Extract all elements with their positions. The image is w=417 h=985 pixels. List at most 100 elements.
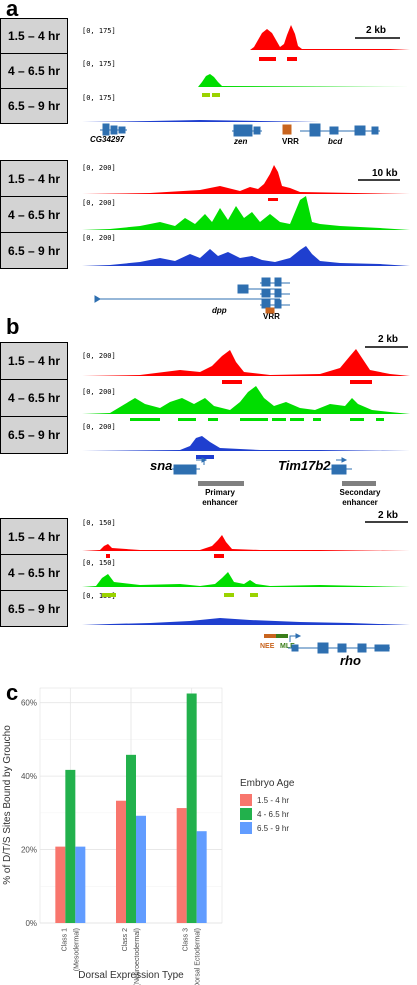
track-label-b1-mid: 4 – 6.5 hr [0, 379, 68, 417]
peak-a1-mid-2 [212, 93, 220, 97]
gene-label-sna: sna [150, 458, 173, 473]
range-b2-early: [0, 150] [82, 519, 116, 527]
gene-label-vrr-a1: VRR [282, 137, 299, 146]
x-tick-label: Class 2 [122, 928, 129, 951]
signal-track-a2-mid [82, 196, 410, 230]
signal-track-b2-late [82, 618, 410, 625]
signal-track-b2-mid [82, 572, 410, 587]
gene-label-bcd: bcd [328, 137, 343, 146]
peak-b2-mid-2 [224, 593, 234, 597]
bar-3-series-2 [186, 693, 197, 923]
x-tick-label: Class 1 [61, 928, 68, 951]
track-label-a2-mid: 4 – 6.5 hr [0, 196, 68, 233]
bar-1-series-1 [55, 846, 66, 923]
nee-element [264, 634, 276, 638]
primary-enhancer-bar [198, 481, 244, 486]
signal-track-b1-mid [82, 386, 410, 414]
peak-b1-late [196, 455, 214, 459]
scale-label-b1: 2 kb [378, 334, 399, 345]
range-b1-late: [0, 200] [82, 423, 116, 431]
peak-b2-early-1 [106, 554, 110, 558]
gene-label-vrr-a2: VRR [263, 312, 280, 321]
legend-label-3: 6.5 - 9 hr [257, 824, 289, 833]
track-label-a1-mid: 4 – 6.5 hr [0, 53, 68, 89]
range-b2-late: [0, 150] [82, 592, 116, 600]
legend-swatch-1 [240, 794, 252, 806]
gene-models-b2 [288, 633, 390, 654]
gene-label-tim17b2: Tim17b2 [278, 458, 331, 473]
peak-a1-early-2 [287, 57, 297, 61]
peak-a2-early [268, 198, 278, 201]
signal-track-a2-late [82, 246, 410, 266]
gene-label-cg34297: CG34297 [90, 135, 125, 144]
legend-title: Embryo Age [240, 778, 295, 789]
peak-b2-mid-1 [102, 593, 116, 597]
track-label-a1-early: 1.5 – 4 hr [0, 18, 68, 54]
track-label-b1-late: 6.5 – 9 hr [0, 416, 68, 454]
x-axis-title: Dorsal Expression Type [78, 970, 184, 981]
signal-track-b1-late [82, 436, 410, 451]
panel-a-letter: a [6, 0, 19, 21]
y-axis-title: % of D/T/S Sites Bound by Groucho [2, 725, 13, 885]
track-label-a1-late: 6.5 – 9 hr [0, 88, 68, 124]
track-label-a2-late: 6.5 – 9 hr [0, 232, 68, 269]
panel-c-letter: c [6, 680, 19, 705]
range-a2-mid: [0, 200] [82, 199, 116, 207]
legend-label-1: 1.5 - 4 hr [257, 796, 289, 805]
track-label-a2-early: 1.5 – 4 hr [0, 160, 68, 197]
genome-tracks-canvas [82, 25, 410, 654]
peak-a1-early-1 [259, 57, 276, 61]
bar-2-series-3 [136, 815, 146, 923]
secondary-enhancer-label-1: Secondary [339, 488, 381, 497]
signal-track-a1-mid [82, 74, 410, 87]
bar-3-series-3 [196, 831, 207, 923]
range-a1-mid: [0, 175] [82, 60, 116, 68]
primary-enhancer-label-1: Primary [205, 488, 235, 497]
gene-label-rho: rho [340, 653, 361, 668]
secondary-enhancer-label-2: enhancer [342, 498, 378, 507]
groucho-bar-chart: 0% 20% 40% 60% Class 1 (Mesodermal) Class 2 (N… [2, 687, 295, 985]
x-tick-labels: Class 1 (Mesodermal) Class 2 (Neuroectoderm… [61, 928, 201, 985]
secondary-enhancer-bar [342, 481, 376, 486]
gene-label-dpp: dpp [212, 306, 227, 315]
primary-enhancer-label-2: enhancer [202, 498, 238, 507]
peaks-b1-mid [130, 418, 384, 421]
gene-label-nee: NEE [260, 643, 275, 650]
bar-2-series-1 [116, 800, 126, 923]
scale-label-a2: 10 kb [372, 168, 398, 179]
bar-1-series-2 [65, 769, 76, 923]
range-a2-late: [0, 200] [82, 234, 116, 242]
signal-track-a1-late [82, 120, 410, 122]
bar-1-series-3 [75, 846, 86, 923]
range-a1-late: [0, 175] [82, 94, 116, 102]
mle-element [276, 634, 288, 638]
gene-models-b1 [172, 457, 352, 475]
range-b1-early: [0, 200] [82, 352, 116, 360]
track-label-b2-late: 6.5 – 9 hr [0, 590, 68, 627]
scale-label-b2: 2 kb [378, 510, 399, 521]
y-tick-labels: 0% 20% 40% 60% [21, 699, 37, 928]
x-tick-label: (Dorsal Ectodermal) [195, 928, 202, 985]
gene-label-zen: zen [234, 137, 248, 146]
legend-label-2: 4 - 6.5 hr [257, 810, 289, 819]
x-tick-label: (Neuroectodermal) [134, 928, 141, 985]
signal-track-b2-early [82, 535, 410, 551]
signal-track-b1-early [82, 349, 410, 376]
range-b1-mid: [0, 200] [82, 388, 116, 396]
bars [55, 693, 207, 923]
gene-models-a2 [94, 277, 290, 314]
x-tick-label: (Mesodermal) [73, 928, 80, 971]
range-a2-early: [0, 200] [82, 164, 116, 172]
y-tick-label: 0% [25, 919, 37, 928]
gene-label-mle: MLE [280, 643, 295, 650]
peak-b2-early-2 [214, 554, 224, 558]
y-tick-label: 60% [21, 699, 37, 708]
range-b2-mid: [0, 150] [82, 559, 116, 567]
bar-3-series-1 [176, 808, 187, 923]
track-label-b2-early: 1.5 – 4 hr [0, 518, 68, 555]
x-tick-label: Class 3 [183, 928, 190, 951]
peak-b2-mid-3 [250, 593, 258, 597]
bar-2-series-2 [126, 754, 136, 923]
legend: 1.5 - 4 hr 4 - 6.5 hr 6.5 - 9 hr [240, 794, 289, 834]
peak-b1-early-1 [222, 380, 242, 384]
